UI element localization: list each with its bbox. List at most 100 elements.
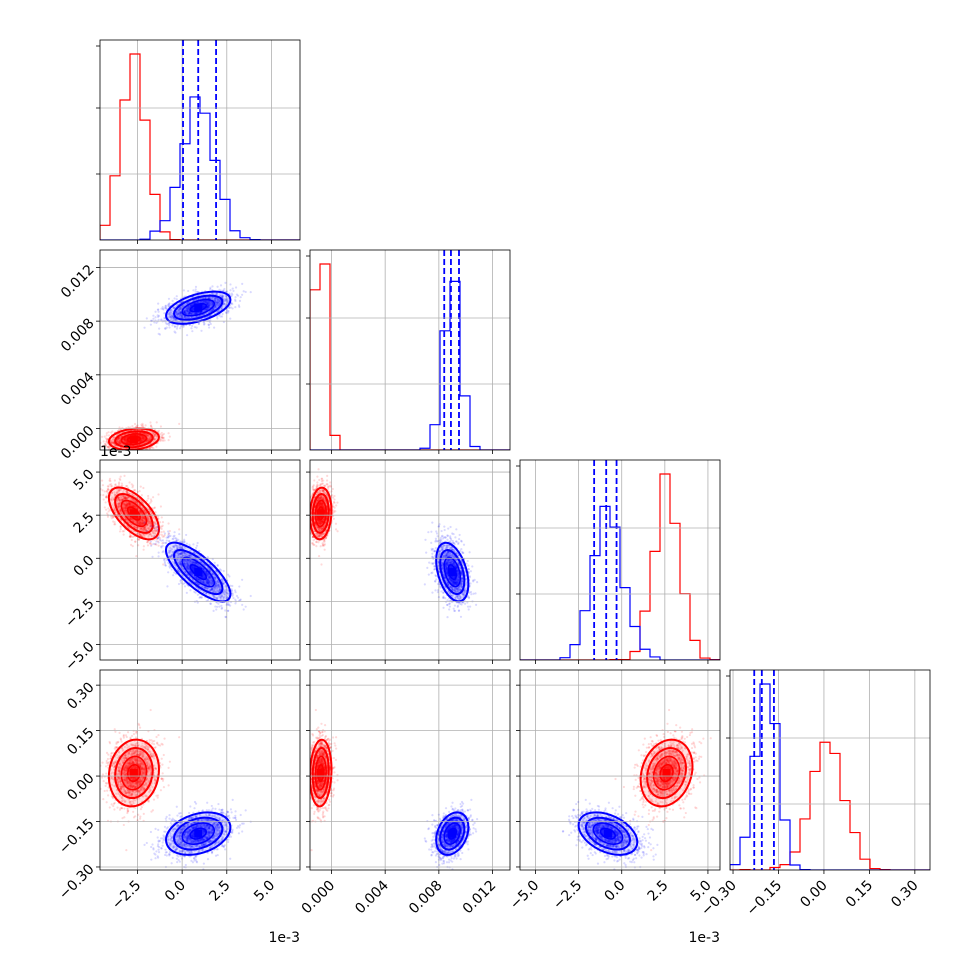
sample-point: [197, 322, 200, 325]
sample-point: [142, 437, 145, 440]
sample-point: [143, 432, 147, 435]
sample-point: [225, 311, 228, 314]
sample-point: [113, 436, 116, 439]
sample-point: [209, 288, 212, 291]
sample-point: [142, 486, 145, 490]
sample-point: [146, 433, 149, 436]
sample-point: [108, 446, 111, 449]
sample-point: [119, 475, 122, 478]
sample-point: [147, 434, 150, 437]
sample-point: [188, 312, 191, 315]
sample-point: [151, 432, 155, 435]
sample-point: [134, 489, 137, 492]
sample-point: [163, 439, 166, 442]
sample-point: [158, 433, 162, 436]
sample-point: [119, 441, 122, 444]
sample-point: [179, 327, 182, 330]
sample-point: [141, 436, 144, 439]
sample-point: [175, 298, 178, 301]
sample-point: [125, 441, 129, 444]
panel-1-0: [96, 249, 301, 454]
sample-point: [173, 325, 177, 328]
sample-point: [152, 314, 155, 317]
sample-point: [142, 548, 145, 551]
sample-point: [124, 437, 128, 440]
sample-point: [149, 436, 152, 439]
sample-point: [155, 434, 158, 438]
sample-point: [216, 299, 219, 302]
sample-point: [111, 438, 114, 441]
sample-point: [153, 437, 157, 441]
sample-point: [141, 439, 144, 442]
sample-point: [140, 439, 144, 442]
sample-point: [146, 499, 149, 502]
sample-point: [164, 307, 167, 310]
sample-point: [160, 516, 163, 519]
sample-point: [124, 438, 127, 441]
sample-point: [178, 528, 181, 531]
sample-point: [213, 326, 216, 329]
sample-point: [108, 477, 112, 480]
sample-point: [140, 435, 143, 438]
sample-point: [116, 440, 119, 443]
sample-point: [167, 439, 170, 442]
sample-point: [135, 425, 138, 428]
sample-point: [123, 437, 126, 440]
sample-point: [164, 304, 167, 307]
sample-point: [153, 438, 156, 441]
sample-point: [203, 300, 207, 303]
sample-point: [139, 439, 143, 442]
sample-point: [125, 440, 128, 444]
sample-point: [119, 442, 122, 445]
sample-point: [166, 585, 169, 588]
sample-point: [105, 432, 108, 435]
sample-point: [154, 527, 157, 530]
sample-point: [175, 327, 179, 330]
sample-point: [141, 424, 144, 427]
sample-point: [118, 530, 122, 533]
histogram-series-0: [310, 263, 510, 450]
sample-point: [231, 303, 234, 306]
sample-point: [185, 591, 188, 594]
sample-point: [123, 438, 126, 442]
density-peak: [194, 303, 203, 312]
sample-point: [140, 435, 144, 438]
sample-point: [101, 489, 104, 492]
sample-point: [129, 535, 132, 538]
sample-point: [119, 442, 122, 446]
sample-point: [153, 433, 157, 437]
sample-point: [175, 310, 178, 313]
sample-point: [159, 439, 162, 443]
sample-point: [179, 312, 182, 315]
sample-point: [200, 329, 203, 332]
sample-point: [160, 533, 163, 536]
sample-point: [143, 451, 145, 453]
panel-frame: [99, 249, 301, 451]
sample-point: [154, 542, 157, 545]
panel-frame: [309, 249, 511, 451]
histogram-series-1: [100, 96, 300, 240]
sample-point: [123, 439, 127, 442]
sample-point: [142, 436, 145, 439]
sample-point: [234, 286, 238, 289]
sample-point: [157, 310, 160, 313]
sample-point: [148, 447, 152, 450]
panel-marks: [100, 40, 300, 240]
sample-point: [157, 541, 160, 544]
sample-point: [242, 290, 245, 293]
sample-point: [124, 436, 127, 439]
sample-point: [197, 322, 200, 325]
sample-point: [168, 303, 171, 306]
sample-point: [162, 437, 165, 440]
sample-point: [162, 432, 166, 436]
sample-point: [139, 485, 142, 488]
sample-point: [103, 443, 106, 446]
sample-point: [111, 438, 115, 442]
sample-point: [113, 444, 116, 447]
sample-point: [249, 291, 252, 294]
sample-point: [143, 521, 146, 524]
sample-point: [110, 439, 113, 443]
sample-point: [174, 318, 177, 321]
sample-point: [147, 437, 150, 441]
sample-point: [141, 422, 144, 425]
